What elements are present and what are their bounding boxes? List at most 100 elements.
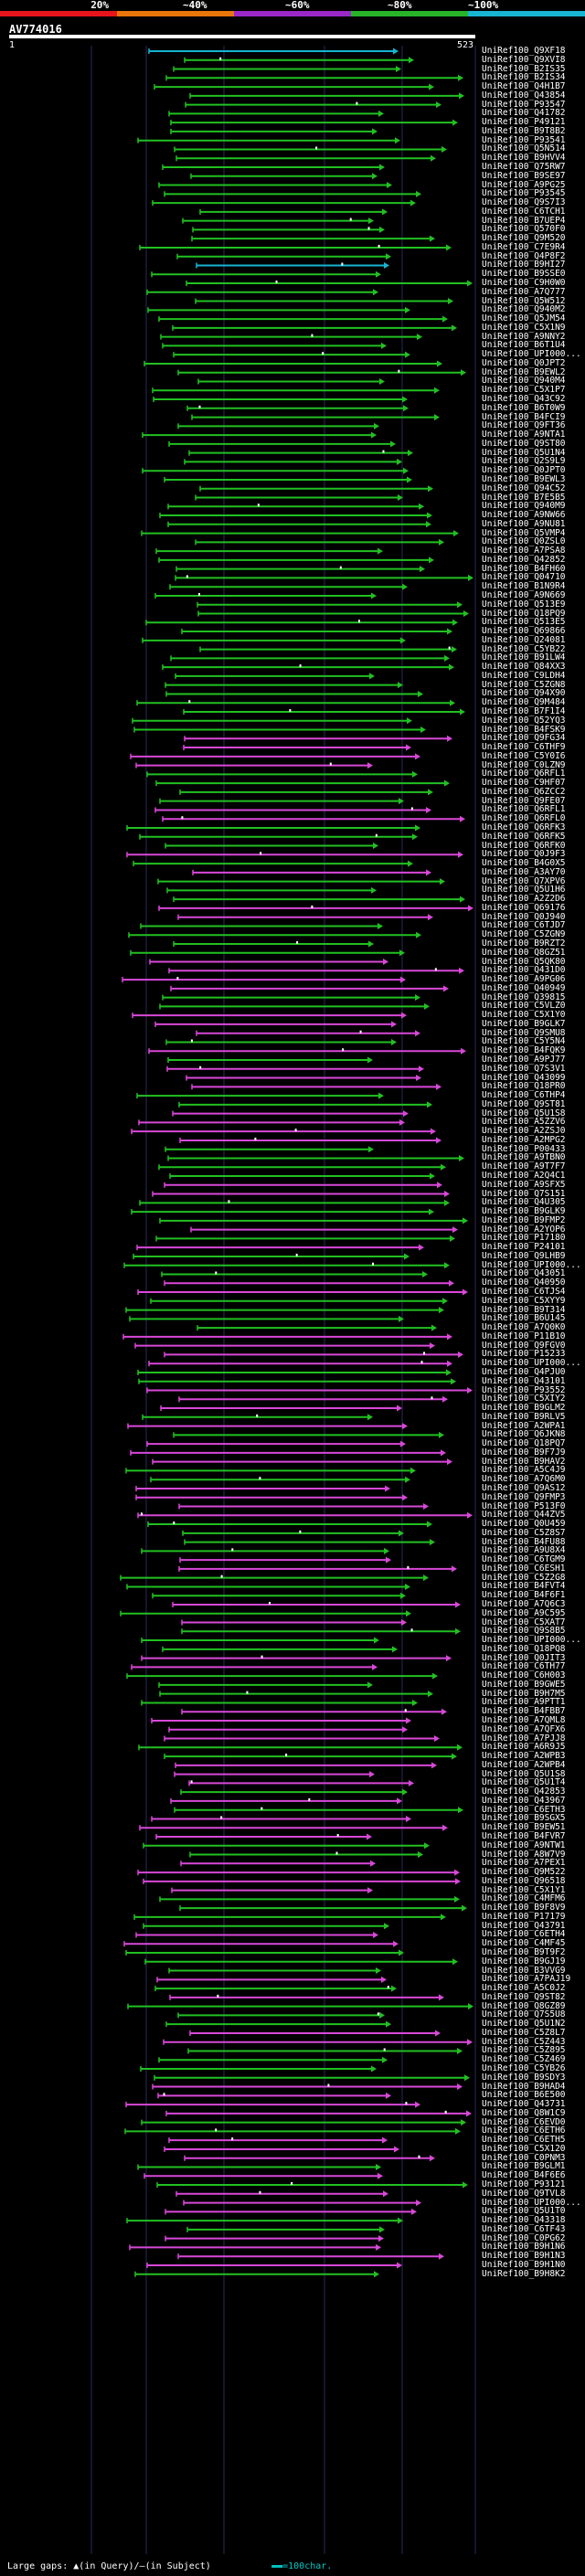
hit-label[interactable]: UniRef100_Q18PR0 xyxy=(482,1081,566,1092)
hit-label[interactable]: UniRef100_C5XIY2 xyxy=(482,1394,566,1405)
hit-label[interactable]: UniRef100_A9PG06 xyxy=(482,974,566,985)
hit-label[interactable]: UniRef100_A2Z2D6 xyxy=(482,894,566,905)
hit-label[interactable]: UniRef100_C6TGM9 xyxy=(482,1554,566,1565)
hit-label[interactable]: UniRef100_C6TJD7 xyxy=(482,920,566,931)
hit-label[interactable]: UniRef100_A9C595 xyxy=(482,1607,566,1618)
hit-label[interactable]: UniRef100_Q2S9L9 xyxy=(482,456,566,467)
hit-label[interactable]: UniRef100_Q8GZ51 xyxy=(482,947,566,958)
hit-label[interactable]: UniRef100_C5X1P7 xyxy=(482,385,566,396)
hit-label[interactable]: UniRef100_Q9ST80 xyxy=(482,438,566,449)
hit-label[interactable]: UniRef100_A9NNY2 xyxy=(482,331,566,342)
hit-label[interactable]: UniRef100_Q5U1H6 xyxy=(482,885,566,896)
hit-label[interactable]: UniRef100_Q94X90 xyxy=(482,688,566,699)
hit-label[interactable]: UniRef100_Q9M520 xyxy=(482,233,566,244)
hit-label[interactable]: UniRef100_Q9FMP3 xyxy=(482,1491,566,1502)
hit-label[interactable]: UniRef100_UPI000... xyxy=(482,2197,581,2208)
hit-label[interactable]: UniRef100_C6TF43 xyxy=(482,2223,566,2234)
hit-label[interactable]: UniRef100_Q513E9 xyxy=(482,599,566,610)
hit-label[interactable]: UniRef100_C5Z2G8 xyxy=(482,1572,566,1583)
hit-label[interactable]: UniRef100_C4MF45 xyxy=(482,1938,566,1949)
hit-label[interactable]: UniRef100_B4FSK9 xyxy=(482,724,566,735)
hit-label[interactable]: UniRef100_C6TH77 xyxy=(482,1661,566,1672)
hit-label[interactable]: UniRef100_C0PNM3 xyxy=(482,2152,566,2163)
hit-label[interactable]: UniRef100_Q5QK80 xyxy=(482,956,566,967)
hit-label[interactable]: UniRef100_P93545 xyxy=(482,188,566,199)
hit-label[interactable]: UniRef100_Q43967 xyxy=(482,1795,566,1806)
hit-label[interactable]: UniRef100_Q5U1T0 xyxy=(482,2206,566,2217)
hit-label[interactable]: UniRef100_Q8W1C9 xyxy=(482,2107,566,2118)
hit-label[interactable]: UniRef100_Q42853 xyxy=(482,1786,566,1797)
hit-label[interactable]: UniRef100_Q43099 xyxy=(482,1072,566,1083)
hit-label[interactable]: UniRef100_C5Y0I6 xyxy=(482,750,566,761)
hit-label[interactable]: UniRef100_B6T1U4 xyxy=(482,340,566,351)
hit-label[interactable]: UniRef100_C5YB22 xyxy=(482,643,566,654)
hit-label[interactable]: UniRef100_A2ZSJ0 xyxy=(482,1126,566,1137)
hit-label[interactable]: UniRef100_B9SSE0 xyxy=(482,269,566,280)
hit-label[interactable]: UniRef100_C5X1Y1 xyxy=(482,1884,566,1895)
hit-label[interactable]: UniRef100_C5X120 xyxy=(482,2143,566,2154)
hit-label[interactable]: UniRef100_C0PG62 xyxy=(482,2232,566,2243)
hit-label[interactable]: UniRef100_A7PAJ19 xyxy=(482,1974,571,1985)
hit-label[interactable]: UniRef100_Q9FGV0 xyxy=(482,1340,566,1351)
hit-label[interactable]: UniRef100_Q9SMU8 xyxy=(482,1027,566,1038)
hit-label[interactable]: UniRef100_Q513E5 xyxy=(482,617,566,628)
hit-label[interactable]: UniRef100_B4FBB7 xyxy=(482,1706,566,1717)
hit-label[interactable]: UniRef100_Q7S151 xyxy=(482,1188,566,1199)
hit-label[interactable]: UniRef100_B1N9R4 xyxy=(482,581,566,592)
hit-label[interactable]: UniRef100_Q0J940 xyxy=(482,911,566,922)
hit-label[interactable]: UniRef100_A7PEX1 xyxy=(482,1858,566,1869)
hit-label[interactable]: UniRef100_Q9ST82 xyxy=(482,1991,566,2002)
hit-label[interactable]: UniRef100_A7Q6M0 xyxy=(482,1474,566,1485)
hit-label[interactable]: UniRef100_A9SFX5 xyxy=(482,1179,566,1190)
hit-label[interactable]: UniRef100_Q6RFL1 xyxy=(482,804,566,815)
hit-label[interactable]: UniRef100_A9NTW1 xyxy=(482,1839,566,1850)
hit-label[interactable]: UniRef100_B9F7J9 xyxy=(482,1447,566,1458)
hit-label[interactable]: UniRef100_P00433 xyxy=(482,1143,566,1154)
hit-label[interactable]: UniRef100_C5XAT7 xyxy=(482,1617,566,1627)
hit-label[interactable]: UniRef100_B9RLV5 xyxy=(482,1411,566,1422)
hit-label[interactable]: UniRef100_Q18PQ8 xyxy=(482,1643,566,1654)
hit-label[interactable]: UniRef100_Q6ZCC2 xyxy=(482,786,566,797)
hit-label[interactable]: UniRef100_Q0JIT3 xyxy=(482,1652,566,1663)
hit-label[interactable]: UniRef100_Q0JPT0 xyxy=(482,465,566,476)
hit-label[interactable]: UniRef100_C6TJS4 xyxy=(482,1287,566,1298)
hit-label[interactable]: UniRef100_Q5U1S8 xyxy=(482,1768,566,1779)
hit-label[interactable]: UniRef100_Q5W512 xyxy=(482,295,566,306)
hit-label[interactable]: UniRef100_Q9AS12 xyxy=(482,1482,566,1493)
hit-label[interactable]: UniRef100_Q43101 xyxy=(482,1375,566,1386)
hit-label[interactable]: UniRef100_C6ETH4 xyxy=(482,1929,566,1940)
hit-label[interactable]: UniRef100_Q24081 xyxy=(482,634,566,645)
hit-label[interactable]: UniRef100_Q75RW7 xyxy=(482,162,566,172)
hit-label[interactable]: UniRef100_P49121 xyxy=(482,117,566,128)
hit-label[interactable]: UniRef100_B6E500 xyxy=(482,2090,566,2101)
hit-label[interactable]: UniRef100_A3AY70 xyxy=(482,866,566,877)
hit-label[interactable]: UniRef100_Q5U1N2 xyxy=(482,2019,566,2030)
hit-label[interactable]: UniRef100_C6THF9 xyxy=(482,742,566,753)
hit-label[interactable]: UniRef100_C9H0W0 xyxy=(482,278,566,289)
hit-label[interactable]: UniRef100_B4FCI9 xyxy=(482,411,566,422)
hit-label[interactable]: UniRef100_B3VVG9 xyxy=(482,1965,566,1976)
hit-label[interactable]: UniRef100_A9PTT1 xyxy=(482,1697,566,1708)
hit-label[interactable]: UniRef100_Q5VMP4 xyxy=(482,527,566,538)
hit-label[interactable]: UniRef100_Q5N514 xyxy=(482,143,566,154)
hit-label[interactable]: UniRef100_A2MPG2 xyxy=(482,1134,566,1145)
hit-label[interactable]: UniRef100_C6ETH3 xyxy=(482,1804,566,1815)
hit-label[interactable]: UniRef100_C5ZGN9 xyxy=(482,929,566,940)
hit-label[interactable]: UniRef100_Q94C52 xyxy=(482,482,566,493)
hit-label[interactable]: UniRef100_B9GLM2 xyxy=(482,1403,566,1414)
hit-label[interactable]: UniRef100_Q18PQ9 xyxy=(482,608,566,619)
hit-label[interactable]: UniRef100_Q40949 xyxy=(482,982,566,993)
hit-label[interactable]: UniRef100_Q9XVI8 xyxy=(482,54,566,65)
hit-label[interactable]: UniRef100_B9GWE5 xyxy=(482,1679,566,1690)
hit-label[interactable]: UniRef100_Q9FT36 xyxy=(482,420,566,431)
hit-label[interactable]: UniRef100_B4FVR7 xyxy=(482,1831,566,1841)
hit-label[interactable]: UniRef100_B9RZT2 xyxy=(482,938,566,949)
hit-label[interactable]: UniRef100_B9SDY3 xyxy=(482,2072,566,2083)
hit-label[interactable]: UniRef100_B9GJ19 xyxy=(482,1956,566,1966)
hit-label[interactable]: UniRef100_Q6JKN8 xyxy=(482,1429,566,1440)
hit-label[interactable]: UniRef100_Q69866 xyxy=(482,626,566,637)
hit-label[interactable]: UniRef100_Q39815 xyxy=(482,991,566,1002)
hit-label[interactable]: UniRef100_B9HVV4 xyxy=(482,153,566,164)
hit-label[interactable]: UniRef100_A9NTA1 xyxy=(482,429,566,440)
hit-label[interactable]: UniRef100_Q9LHB9 xyxy=(482,1250,566,1261)
